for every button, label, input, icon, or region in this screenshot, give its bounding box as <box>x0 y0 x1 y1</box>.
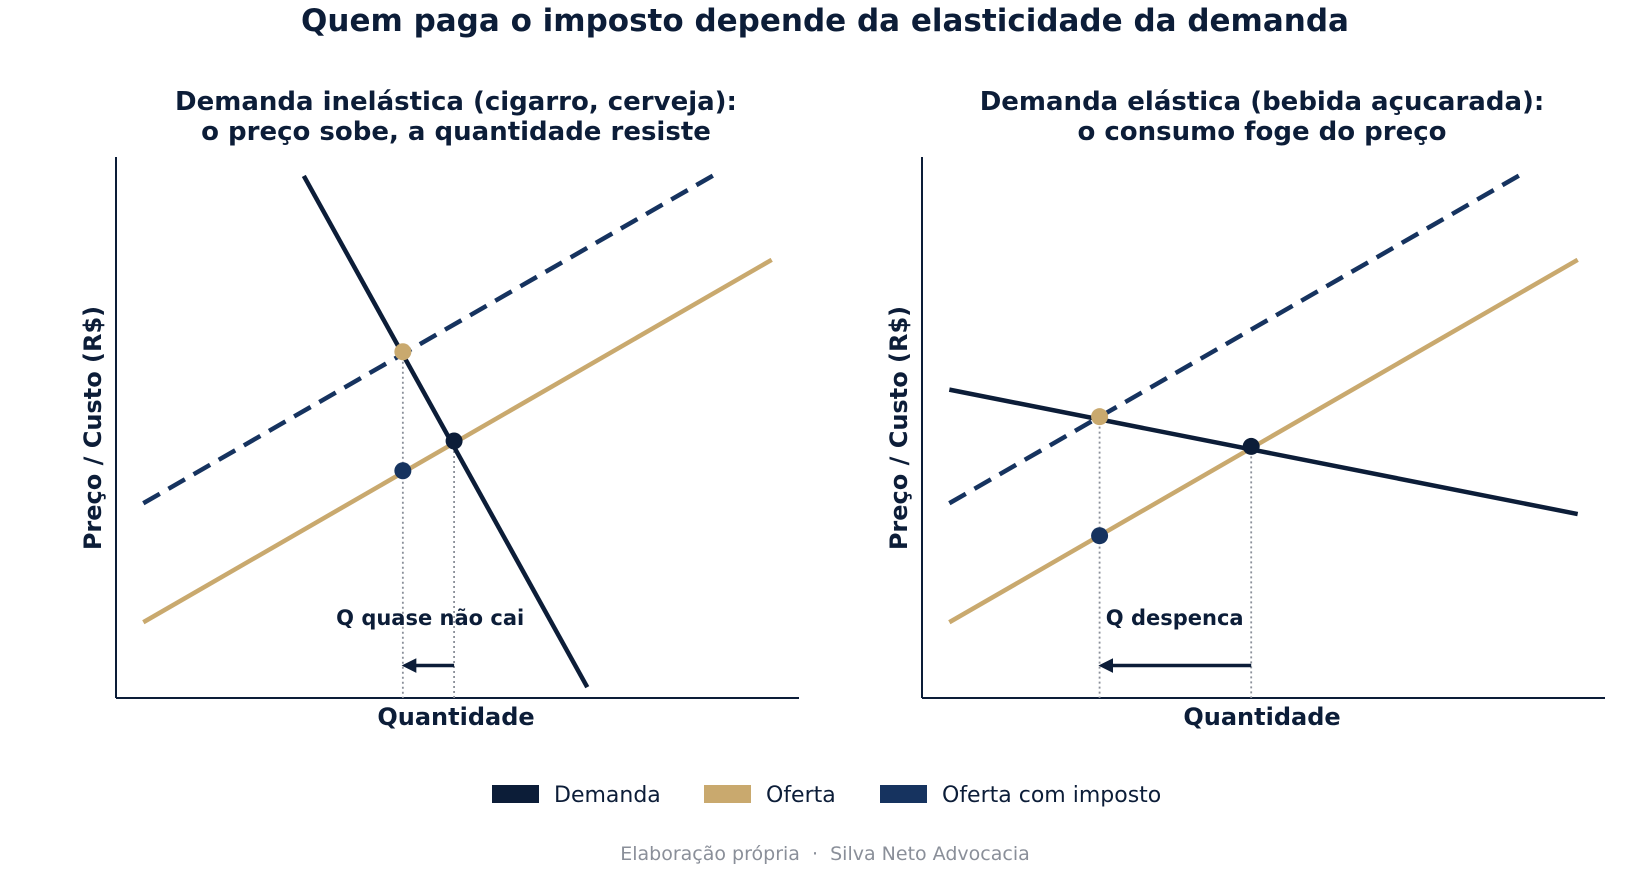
supply-tax-line <box>948 171 1525 506</box>
plot-area-inelastic <box>115 157 799 699</box>
point-net-price <box>1091 527 1109 545</box>
panel-title-line-1: Demanda inelástica (cigarro, cerveja): <box>175 87 737 117</box>
point-equilibrium <box>445 432 463 450</box>
y-axis-label: Preço / Custo (R$) <box>885 306 913 550</box>
x-axis-label: Quantidade <box>1183 703 1340 731</box>
x-axis-label: Quantidade <box>377 703 534 731</box>
legend-label-demand: Demanda <box>554 783 661 808</box>
point-tax-price <box>394 343 412 361</box>
figure-title: Quem paga o imposto depende da elasticid… <box>301 3 1349 39</box>
legend-label-supply: Oferta <box>766 783 836 808</box>
panel-title-line-2: o preço sobe, a quantidade resiste <box>201 117 711 147</box>
legend-swatch-supply-tax <box>880 785 927 803</box>
source-note: Elaboração própria · Silva Neto Advocaci… <box>620 843 1030 865</box>
annotation-label: Q despenca <box>1106 606 1244 630</box>
point-net-price <box>394 462 412 480</box>
legend-swatch-demand <box>492 785 539 803</box>
supply-line <box>948 257 1579 625</box>
point-tax-price <box>1091 408 1109 426</box>
panel-title-line-2: o consumo foge do preço <box>1077 117 1446 147</box>
demand-line <box>301 174 590 689</box>
chart-panel-inelastic: Demanda inelástica (cigarro, cerveja): o… <box>79 87 799 731</box>
chart-panel-elastic: Demanda elástica (bebida açucarada): o c… <box>885 87 1605 731</box>
panel-title-line-1: Demanda elástica (bebida açucarada): <box>980 87 1545 117</box>
supply-tax-line <box>142 171 719 506</box>
legend-label-supply-tax: Oferta com imposto <box>942 783 1161 808</box>
legend-swatch-supply <box>704 785 751 803</box>
plot-area-elastic <box>921 157 1605 699</box>
point-equilibrium <box>1242 437 1260 455</box>
y-axis-label: Preço / Custo (R$) <box>79 306 107 550</box>
demand-line <box>948 387 1579 517</box>
annotation-label: Q quase não cai <box>336 606 524 630</box>
legend: Demanda Oferta Oferta com imposto <box>492 783 1161 808</box>
